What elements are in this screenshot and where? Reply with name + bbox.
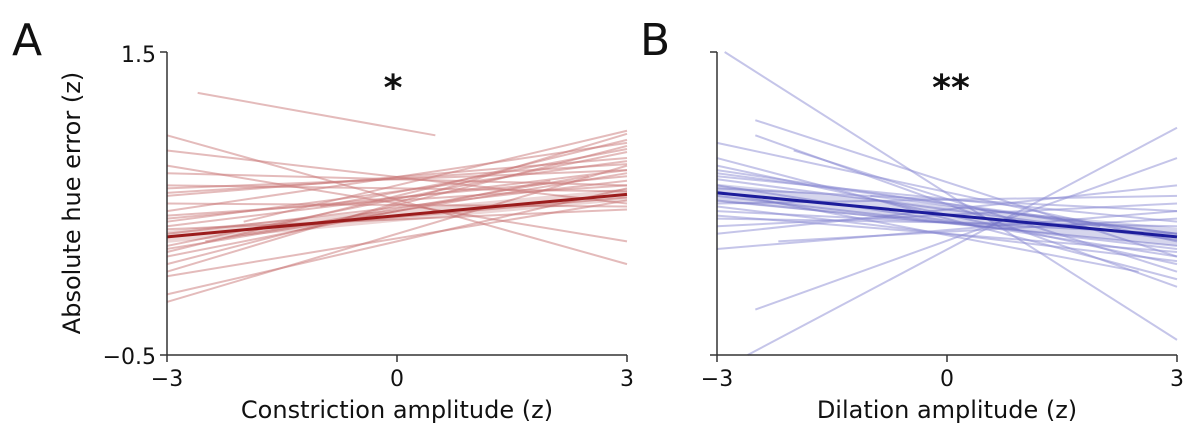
mean-line-b xyxy=(716,191,1178,239)
x-tick-label-left-a: −3 xyxy=(151,367,183,392)
subject-line-2 xyxy=(747,126,1178,356)
y-tick-label-bottom: −0.5 xyxy=(103,345,156,370)
subject-line-12 xyxy=(166,164,628,303)
panel-letter-a: A xyxy=(12,15,42,66)
x-tick-label-mid-b: 0 xyxy=(940,367,954,392)
x-tick-label-mid-a: 0 xyxy=(390,367,404,392)
y-axis-title: Absolute hue error (z) xyxy=(58,72,86,334)
subject-line-29 xyxy=(166,199,628,278)
mean-regression-line xyxy=(716,191,1178,239)
subject-line-28 xyxy=(320,147,628,208)
subject-line-26 xyxy=(716,214,1178,253)
subject-line-25 xyxy=(166,169,628,190)
subject-line-28 xyxy=(716,169,1101,228)
subject-line-15 xyxy=(716,184,1178,258)
subject-line-22 xyxy=(166,141,628,213)
subject-line-21 xyxy=(166,144,628,266)
subject-line-30 xyxy=(205,175,589,243)
subject-line-13 xyxy=(166,187,628,296)
subject-line-16 xyxy=(166,134,628,266)
subject-line-27 xyxy=(243,129,628,223)
subject-line-20 xyxy=(716,199,1178,247)
subject-line-24 xyxy=(716,210,1178,250)
subject-line-9 xyxy=(166,184,628,193)
x-axis-title-a: Constriction amplitude (z) xyxy=(241,396,553,424)
subject-line-5 xyxy=(166,138,628,253)
subject-line-3 xyxy=(754,157,1178,311)
significance-marker-b: ** xyxy=(932,68,970,109)
x-tick-label-left-b: −3 xyxy=(701,367,733,392)
subject-lines-b xyxy=(716,51,1178,356)
y-tick-label-top: 1.5 xyxy=(121,43,156,68)
subject-line-1 xyxy=(724,51,1178,341)
x-axis-title-b: Dilation amplitude (z) xyxy=(817,396,1077,424)
subject-line-1 xyxy=(197,91,436,137)
subject-line-5 xyxy=(755,119,1178,258)
x-tick-label-right-a: 3 xyxy=(620,367,634,392)
subject-line-25 xyxy=(754,134,1178,288)
mean-line-a xyxy=(166,192,628,239)
subject-line-15 xyxy=(166,164,628,243)
panel-b: B ** −3 0 3 Dilation amplitude (z) xyxy=(640,15,1184,424)
panel-letter-b: B xyxy=(640,15,670,66)
panel-a: A * 1.5 −0.5 −3 0 3 Constriction amplitu… xyxy=(12,15,634,424)
mean-regression-line xyxy=(166,192,628,239)
x-tick-label-right-b: 3 xyxy=(1170,367,1184,392)
subject-lines-a xyxy=(166,91,628,303)
significance-marker-a: * xyxy=(384,68,403,109)
